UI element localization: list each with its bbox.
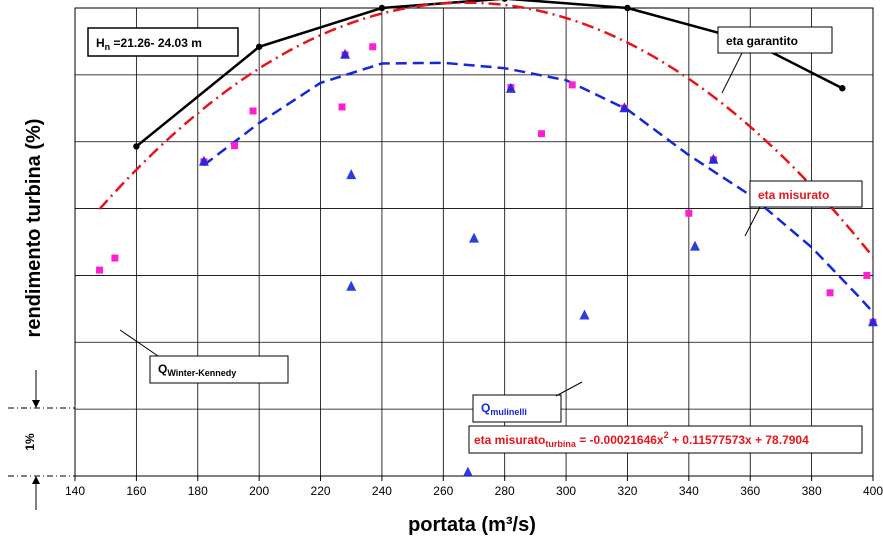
winter-kennedy-point <box>369 43 377 51</box>
x-tick-label: 320 <box>617 484 637 498</box>
x-axis-title: portata (m³/s) <box>408 514 536 536</box>
winter-kennedy-point <box>249 107 257 115</box>
one-percent-indicator: 1% <box>8 370 75 510</box>
series-line <box>203 61 874 314</box>
q-wk-label: QWinter-Kennedy <box>158 362 236 378</box>
x-tick-labels: 140 160 180 200 220 240 260 280 300 320 340 360 380 4… <box>65 484 883 498</box>
eta-garantito-label-box <box>717 26 833 54</box>
head-label-box <box>87 27 239 57</box>
x-tick-label: 160 <box>126 484 146 498</box>
series-line <box>98 1 874 258</box>
q-wk-label-box <box>149 355 289 384</box>
garantito-point <box>501 0 508 2</box>
mulinelli-point <box>469 232 479 243</box>
x-tick-label: 380 <box>802 484 822 498</box>
winter-kennedy-point <box>111 254 119 262</box>
x-tick-label: 280 <box>495 484 515 498</box>
winter-kennedy-point <box>568 81 576 89</box>
x-tick-label: 400 <box>863 484 883 498</box>
points-layer <box>96 43 878 477</box>
mulinelli-point <box>868 316 878 327</box>
one-percent-label: 1% <box>23 433 37 451</box>
mulinelli-point <box>346 280 357 291</box>
mulinelli-point <box>708 153 719 164</box>
eta-garantito-label: eta garantito <box>726 34 798 48</box>
mulinelli-point <box>340 48 351 59</box>
winter-kennedy-point <box>338 103 346 111</box>
garantito-point <box>255 43 263 50</box>
mulinelli-point <box>198 155 209 166</box>
mulinelli-point <box>346 169 357 180</box>
x-tick-label: 300 <box>556 484 576 498</box>
head-label: Hn =21.26- 24.03 m <box>96 36 202 52</box>
x-tick-label: 360 <box>740 484 760 498</box>
mulinelli-point <box>462 466 473 477</box>
winter-kennedy-point <box>863 271 871 279</box>
q-wk-leader <box>119 329 159 357</box>
grid <box>74 7 874 481</box>
garantito-point <box>133 143 140 150</box>
x-tick-label: 180 <box>188 484 208 498</box>
x-tick-label: 240 <box>372 484 392 498</box>
equation-box <box>468 425 863 454</box>
garantito-point <box>624 4 631 12</box>
x-tick-label: 140 <box>65 484 85 498</box>
winter-kennedy-point <box>96 266 104 274</box>
y-axis-title: rendimento turbina (%) <box>23 119 45 338</box>
eta-misurato-label: eta misurato <box>758 188 829 202</box>
x-tick-label: 260 <box>433 484 453 498</box>
mulinelli-point <box>579 309 590 320</box>
eta-misurato-leader <box>744 206 761 237</box>
winter-kennedy-point <box>538 130 546 138</box>
mulinelli-point <box>505 82 516 93</box>
q-mul-label-box <box>472 394 562 423</box>
series-line <box>135 0 843 148</box>
q-mul-label: Qmulinelli <box>481 401 527 417</box>
garantito-point <box>378 4 386 12</box>
equation: eta misuratoturbina = -0.00021646x2 + 0.… <box>474 430 809 449</box>
mulinelli-point <box>689 240 700 251</box>
q-mul-leader <box>555 381 583 397</box>
winter-kennedy-point <box>685 209 693 217</box>
winter-kennedy-point <box>826 289 834 297</box>
eta-garantito-leader <box>721 52 743 94</box>
x-tick-label: 340 <box>679 484 699 498</box>
x-tick-label: 220 <box>311 484 331 498</box>
eta-misurato-label-box <box>749 180 863 208</box>
mulinelli-point <box>619 102 630 113</box>
garantito-point <box>839 85 846 92</box>
winter-kennedy-point <box>231 142 239 150</box>
x-tick-label: 200 <box>249 484 269 498</box>
